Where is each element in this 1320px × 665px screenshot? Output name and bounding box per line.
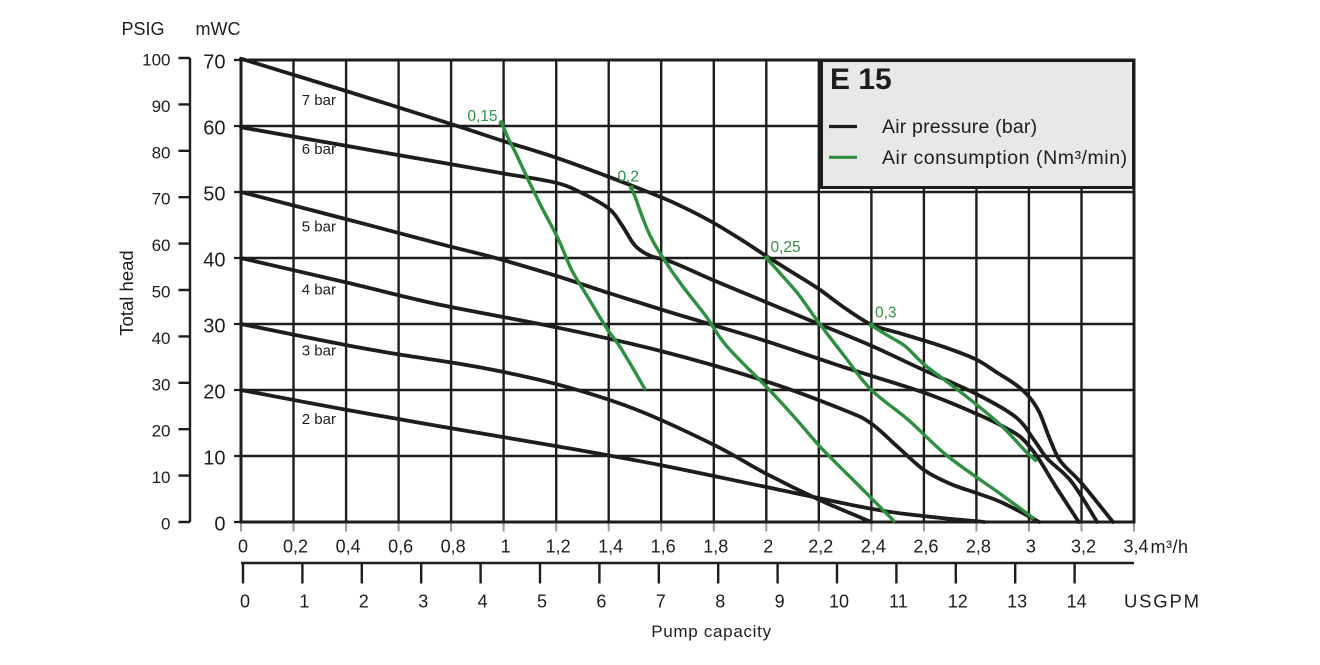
svg-text:80: 80 <box>152 143 171 162</box>
svg-text:3 bar: 3 bar <box>302 343 336 360</box>
svg-text:12: 12 <box>948 592 968 612</box>
svg-text:1: 1 <box>501 537 511 557</box>
svg-text:2: 2 <box>359 592 369 612</box>
svg-text:2 bar: 2 bar <box>302 411 336 428</box>
svg-text:0,15: 0,15 <box>467 108 497 125</box>
svg-text:30: 30 <box>203 315 225 337</box>
svg-text:USGPM: USGPM <box>1124 591 1201 612</box>
svg-text:40: 40 <box>152 329 171 348</box>
svg-text:70: 70 <box>203 51 225 73</box>
svg-text:2: 2 <box>763 537 773 557</box>
svg-text:0: 0 <box>161 515 170 534</box>
svg-text:1,4: 1,4 <box>598 537 623 557</box>
svg-text:5: 5 <box>537 592 547 612</box>
svg-text:1: 1 <box>299 592 309 612</box>
svg-text:mWC: mWC <box>196 19 241 39</box>
svg-text:1,8: 1,8 <box>703 537 728 557</box>
svg-text:3: 3 <box>1026 537 1036 557</box>
svg-text:90: 90 <box>152 97 171 116</box>
svg-text:1,6: 1,6 <box>651 537 676 557</box>
svg-text:2,6: 2,6 <box>913 537 938 557</box>
svg-text:1,2: 1,2 <box>546 537 571 557</box>
svg-text:30: 30 <box>152 375 171 394</box>
svg-text:11: 11 <box>889 592 908 612</box>
svg-text:6 bar: 6 bar <box>302 141 336 158</box>
svg-text:50: 50 <box>152 283 171 302</box>
svg-text:70: 70 <box>152 190 171 209</box>
svg-text:50: 50 <box>203 183 225 205</box>
svg-text:Pump capacity: Pump capacity <box>651 622 772 641</box>
svg-text:13: 13 <box>1007 592 1027 612</box>
svg-text:40: 40 <box>203 249 225 271</box>
svg-text:PSIG: PSIG <box>121 19 164 39</box>
svg-text:9: 9 <box>775 592 785 612</box>
svg-text:0,6: 0,6 <box>388 537 413 557</box>
svg-text:E 15: E 15 <box>830 63 892 96</box>
svg-text:0,2: 0,2 <box>617 168 639 185</box>
svg-text:0,3: 0,3 <box>875 304 897 321</box>
svg-text:Air consumption (Nm³/min): Air consumption (Nm³/min) <box>882 147 1128 169</box>
svg-text:20: 20 <box>203 381 225 403</box>
svg-text:60: 60 <box>203 117 225 139</box>
svg-text:7 bar: 7 bar <box>302 92 336 109</box>
svg-text:0: 0 <box>214 513 225 535</box>
svg-text:0,2: 0,2 <box>283 537 308 557</box>
svg-text:2,8: 2,8 <box>966 537 991 557</box>
svg-text:0,25: 0,25 <box>771 239 801 256</box>
svg-text:0: 0 <box>240 592 250 612</box>
svg-text:2,4: 2,4 <box>861 537 886 557</box>
svg-text:7: 7 <box>656 592 666 612</box>
svg-text:14: 14 <box>1067 592 1087 612</box>
svg-text:2,2: 2,2 <box>808 537 833 557</box>
svg-text:3,4: 3,4 <box>1123 537 1148 557</box>
svg-text:10: 10 <box>152 468 171 487</box>
svg-text:4: 4 <box>478 592 488 612</box>
svg-text:Total head: Total head <box>116 250 137 335</box>
svg-text:0,8: 0,8 <box>441 537 466 557</box>
svg-text:3,2: 3,2 <box>1071 537 1096 557</box>
svg-text:60: 60 <box>152 236 171 255</box>
svg-text:3: 3 <box>418 592 428 612</box>
svg-text:10: 10 <box>829 592 849 612</box>
svg-text:20: 20 <box>152 422 171 441</box>
svg-text:4 bar: 4 bar <box>302 281 336 298</box>
svg-text:10: 10 <box>203 447 225 469</box>
svg-text:6: 6 <box>596 592 606 612</box>
svg-text:m³/h: m³/h <box>1151 537 1189 557</box>
svg-text:8: 8 <box>715 592 725 612</box>
svg-text:Air pressure (bar): Air pressure (bar) <box>882 116 1037 138</box>
svg-text:5 bar: 5 bar <box>302 219 336 236</box>
svg-text:100: 100 <box>142 51 170 70</box>
svg-text:0: 0 <box>238 537 248 557</box>
svg-text:0,4: 0,4 <box>336 537 361 557</box>
